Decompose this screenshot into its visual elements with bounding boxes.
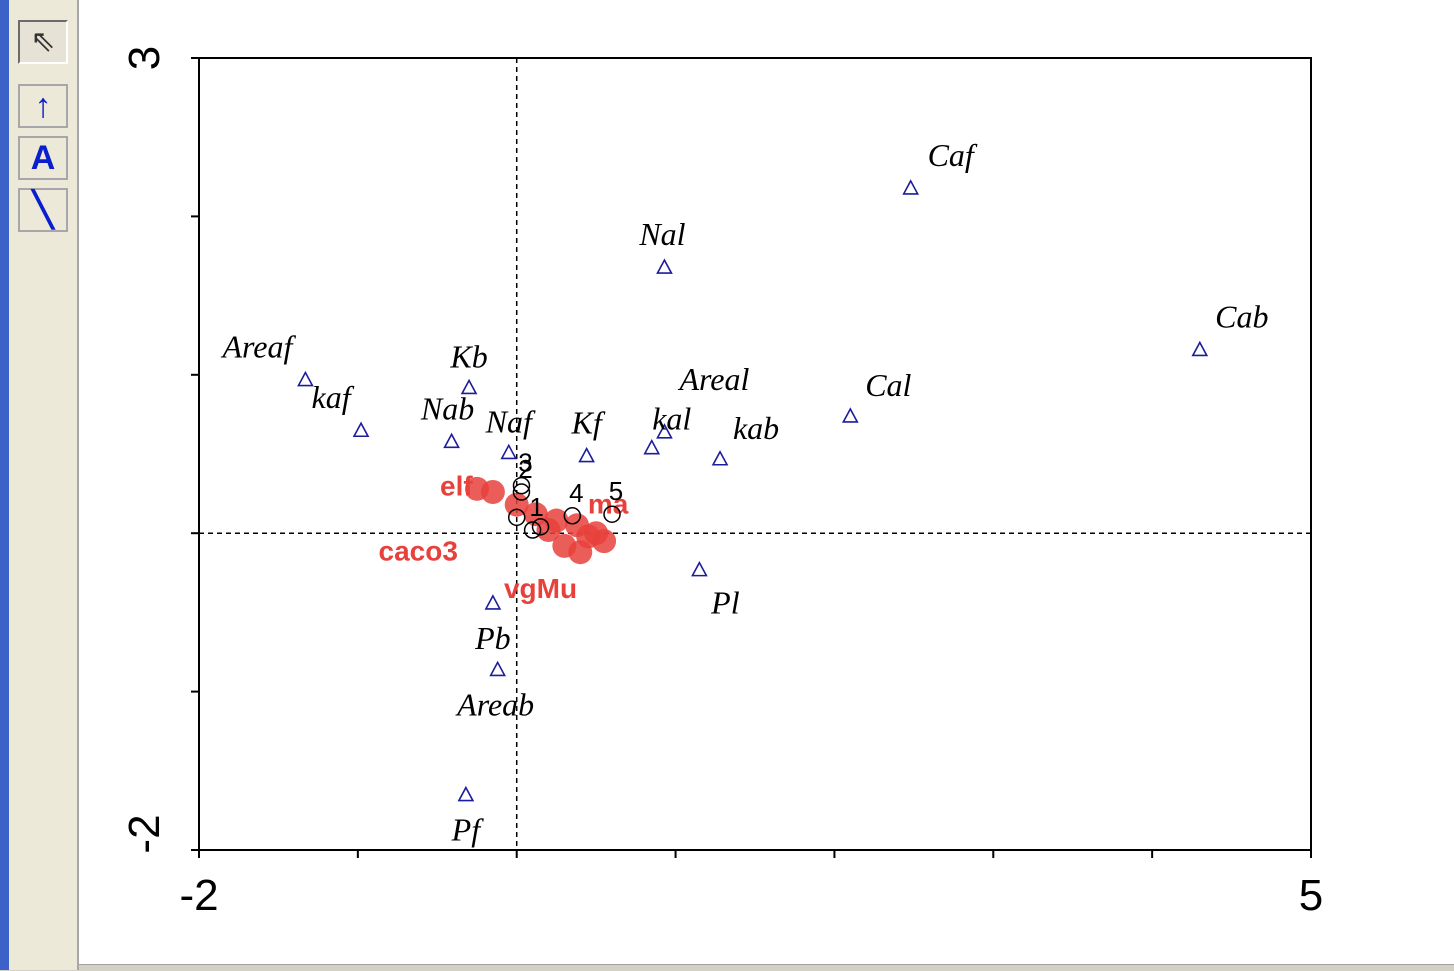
pointer-tool-button[interactable]: ⇖	[18, 20, 68, 64]
species-triangle	[656, 423, 673, 439]
site-point	[523, 521, 542, 539]
species-label: Cab	[1215, 298, 1268, 334]
graph-toolbar: ⇖ ↑ A ╲	[9, 0, 79, 970]
site-point	[603, 505, 621, 523]
species-label: kaf	[311, 379, 354, 415]
species-triangle	[484, 594, 502, 610]
site-label: 2	[518, 454, 532, 484]
species-triangle	[841, 407, 859, 423]
x-tick-label: -2	[179, 871, 218, 920]
species-label: Pl	[710, 585, 740, 621]
species-triangle	[578, 446, 595, 463]
species-label: kab	[733, 410, 779, 446]
environment-label: elf	[440, 471, 473, 502]
site-point	[512, 483, 531, 501]
line-tool-button[interactable]: ╲	[18, 188, 68, 232]
pointer-icon: ⇖	[30, 25, 56, 58]
species-label: Nab	[420, 390, 474, 426]
species-triangle	[297, 370, 314, 387]
text-tool-button[interactable]: A	[18, 136, 68, 180]
species-label: Pf	[451, 812, 485, 848]
site-label: 1	[529, 492, 543, 522]
site-label: 4	[569, 478, 583, 508]
environment-point	[504, 492, 529, 517]
species-triangle	[902, 179, 920, 195]
species-label: kal	[652, 401, 691, 437]
species-label: Areal	[677, 361, 749, 397]
species-triangle	[691, 560, 708, 577]
arrow-tool-button[interactable]: ↑	[18, 84, 68, 128]
environment-point	[568, 540, 593, 565]
line-icon: ╲	[32, 191, 54, 229]
species-triangle	[489, 660, 506, 677]
site-point	[563, 507, 582, 525]
y-tick-label: 3	[120, 46, 169, 70]
environment-label: vgMu	[504, 573, 577, 604]
species-label: Areab	[455, 686, 534, 722]
species-label: Pb	[474, 620, 511, 656]
species-triangle	[643, 438, 661, 455]
species-label: Caf	[928, 137, 978, 173]
species-triangle	[352, 421, 370, 438]
species-label: Nal	[638, 216, 685, 252]
species-triangle	[460, 378, 478, 395]
site-point	[512, 476, 531, 495]
x-tick-label: 5	[1299, 871, 1323, 920]
site-point	[531, 518, 550, 536]
window-frame-edge	[0, 0, 9, 970]
species-triangle	[457, 785, 475, 802]
species-triangle	[500, 443, 518, 460]
site-label: 3	[518, 448, 532, 478]
species-triangle	[656, 258, 673, 274]
arrow-up-icon: ↑	[34, 87, 52, 125]
species-triangle	[443, 432, 460, 449]
species-label: Areaf	[220, 329, 296, 365]
environment-label: caco3	[379, 535, 458, 566]
species-label: Kb	[449, 338, 487, 374]
species-label: Naf	[485, 403, 536, 439]
species-label: Kf	[570, 405, 605, 441]
plot-frame	[198, 57, 1312, 851]
species-triangle	[1191, 340, 1209, 357]
environment-point	[584, 521, 609, 546]
text-icon: A	[30, 139, 56, 177]
species-triangle	[711, 450, 729, 466]
status-strip	[79, 964, 1454, 971]
site-point	[507, 508, 526, 527]
species-label: Cal	[865, 367, 911, 403]
y-tick-label: -2	[120, 814, 169, 853]
site-label: 5	[609, 476, 623, 506]
environment-point	[480, 480, 505, 505]
environment-label: ma	[588, 488, 629, 519]
